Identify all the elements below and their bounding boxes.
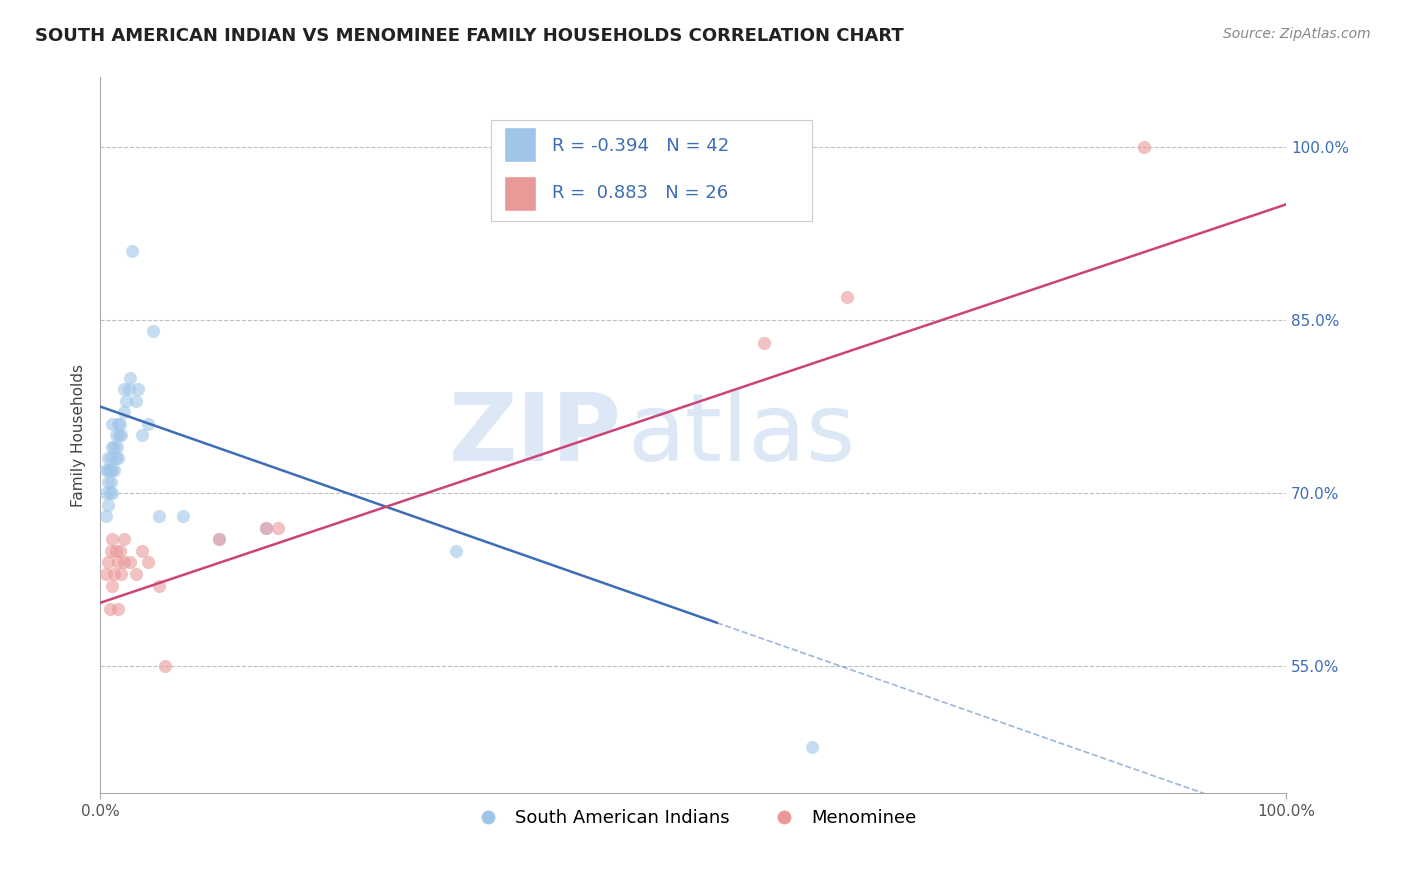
Point bbox=[267, 521, 290, 535]
Point bbox=[155, 659, 177, 673]
Point bbox=[121, 244, 143, 258]
Point bbox=[97, 451, 120, 466]
Point bbox=[118, 370, 141, 384]
Point bbox=[103, 463, 125, 477]
Point bbox=[103, 440, 125, 454]
Point bbox=[112, 533, 135, 547]
Point bbox=[107, 556, 129, 570]
Point bbox=[107, 451, 129, 466]
Point bbox=[94, 486, 117, 500]
Point bbox=[1132, 139, 1154, 153]
Y-axis label: Family Households: Family Households bbox=[72, 364, 86, 507]
Point bbox=[131, 428, 153, 442]
Point bbox=[110, 417, 132, 431]
Point bbox=[136, 417, 159, 431]
Point bbox=[101, 417, 124, 431]
Point bbox=[98, 463, 121, 477]
Point bbox=[101, 440, 124, 454]
Point bbox=[112, 556, 135, 570]
Point bbox=[98, 486, 121, 500]
Point bbox=[101, 463, 124, 477]
Point bbox=[110, 544, 132, 558]
Point bbox=[142, 325, 165, 339]
Point bbox=[97, 475, 120, 489]
Legend: South American Indians, Menominee: South American Indians, Menominee bbox=[463, 802, 924, 834]
Point bbox=[104, 428, 127, 442]
Point bbox=[148, 509, 170, 524]
Point bbox=[125, 393, 148, 408]
Point bbox=[104, 451, 127, 466]
Point bbox=[100, 544, 122, 558]
Point bbox=[97, 463, 120, 477]
Point bbox=[112, 382, 135, 396]
Point bbox=[127, 382, 149, 396]
Point bbox=[98, 601, 121, 615]
Point bbox=[101, 578, 124, 592]
Point bbox=[208, 533, 231, 547]
Point bbox=[254, 521, 277, 535]
Point bbox=[800, 740, 823, 755]
Point bbox=[125, 566, 148, 581]
Point bbox=[104, 544, 127, 558]
Point bbox=[97, 498, 120, 512]
Point bbox=[172, 509, 194, 524]
Point bbox=[110, 566, 132, 581]
Point bbox=[754, 336, 776, 351]
Point bbox=[97, 556, 120, 570]
Point bbox=[444, 544, 467, 558]
Point bbox=[107, 601, 129, 615]
Point bbox=[100, 451, 122, 466]
Point bbox=[136, 556, 159, 570]
Point bbox=[100, 475, 122, 489]
Point bbox=[94, 509, 117, 524]
Point bbox=[108, 428, 131, 442]
Point bbox=[110, 428, 132, 442]
Point bbox=[131, 544, 153, 558]
Point bbox=[148, 578, 170, 592]
Text: ZIP: ZIP bbox=[449, 390, 621, 482]
Point bbox=[103, 566, 125, 581]
Point bbox=[112, 405, 135, 419]
Point bbox=[94, 463, 117, 477]
Point bbox=[101, 533, 124, 547]
Text: SOUTH AMERICAN INDIAN VS MENOMINEE FAMILY HOUSEHOLDS CORRELATION CHART: SOUTH AMERICAN INDIAN VS MENOMINEE FAMIL… bbox=[35, 27, 904, 45]
Point bbox=[94, 566, 117, 581]
Text: atlas: atlas bbox=[628, 390, 856, 482]
Point bbox=[208, 533, 231, 547]
Point bbox=[837, 290, 859, 304]
Point bbox=[105, 440, 128, 454]
Text: Source: ZipAtlas.com: Source: ZipAtlas.com bbox=[1223, 27, 1371, 41]
Point bbox=[254, 521, 277, 535]
Point bbox=[117, 382, 139, 396]
Point bbox=[115, 393, 138, 408]
Point bbox=[107, 417, 129, 431]
Point bbox=[101, 486, 124, 500]
Point bbox=[118, 556, 141, 570]
